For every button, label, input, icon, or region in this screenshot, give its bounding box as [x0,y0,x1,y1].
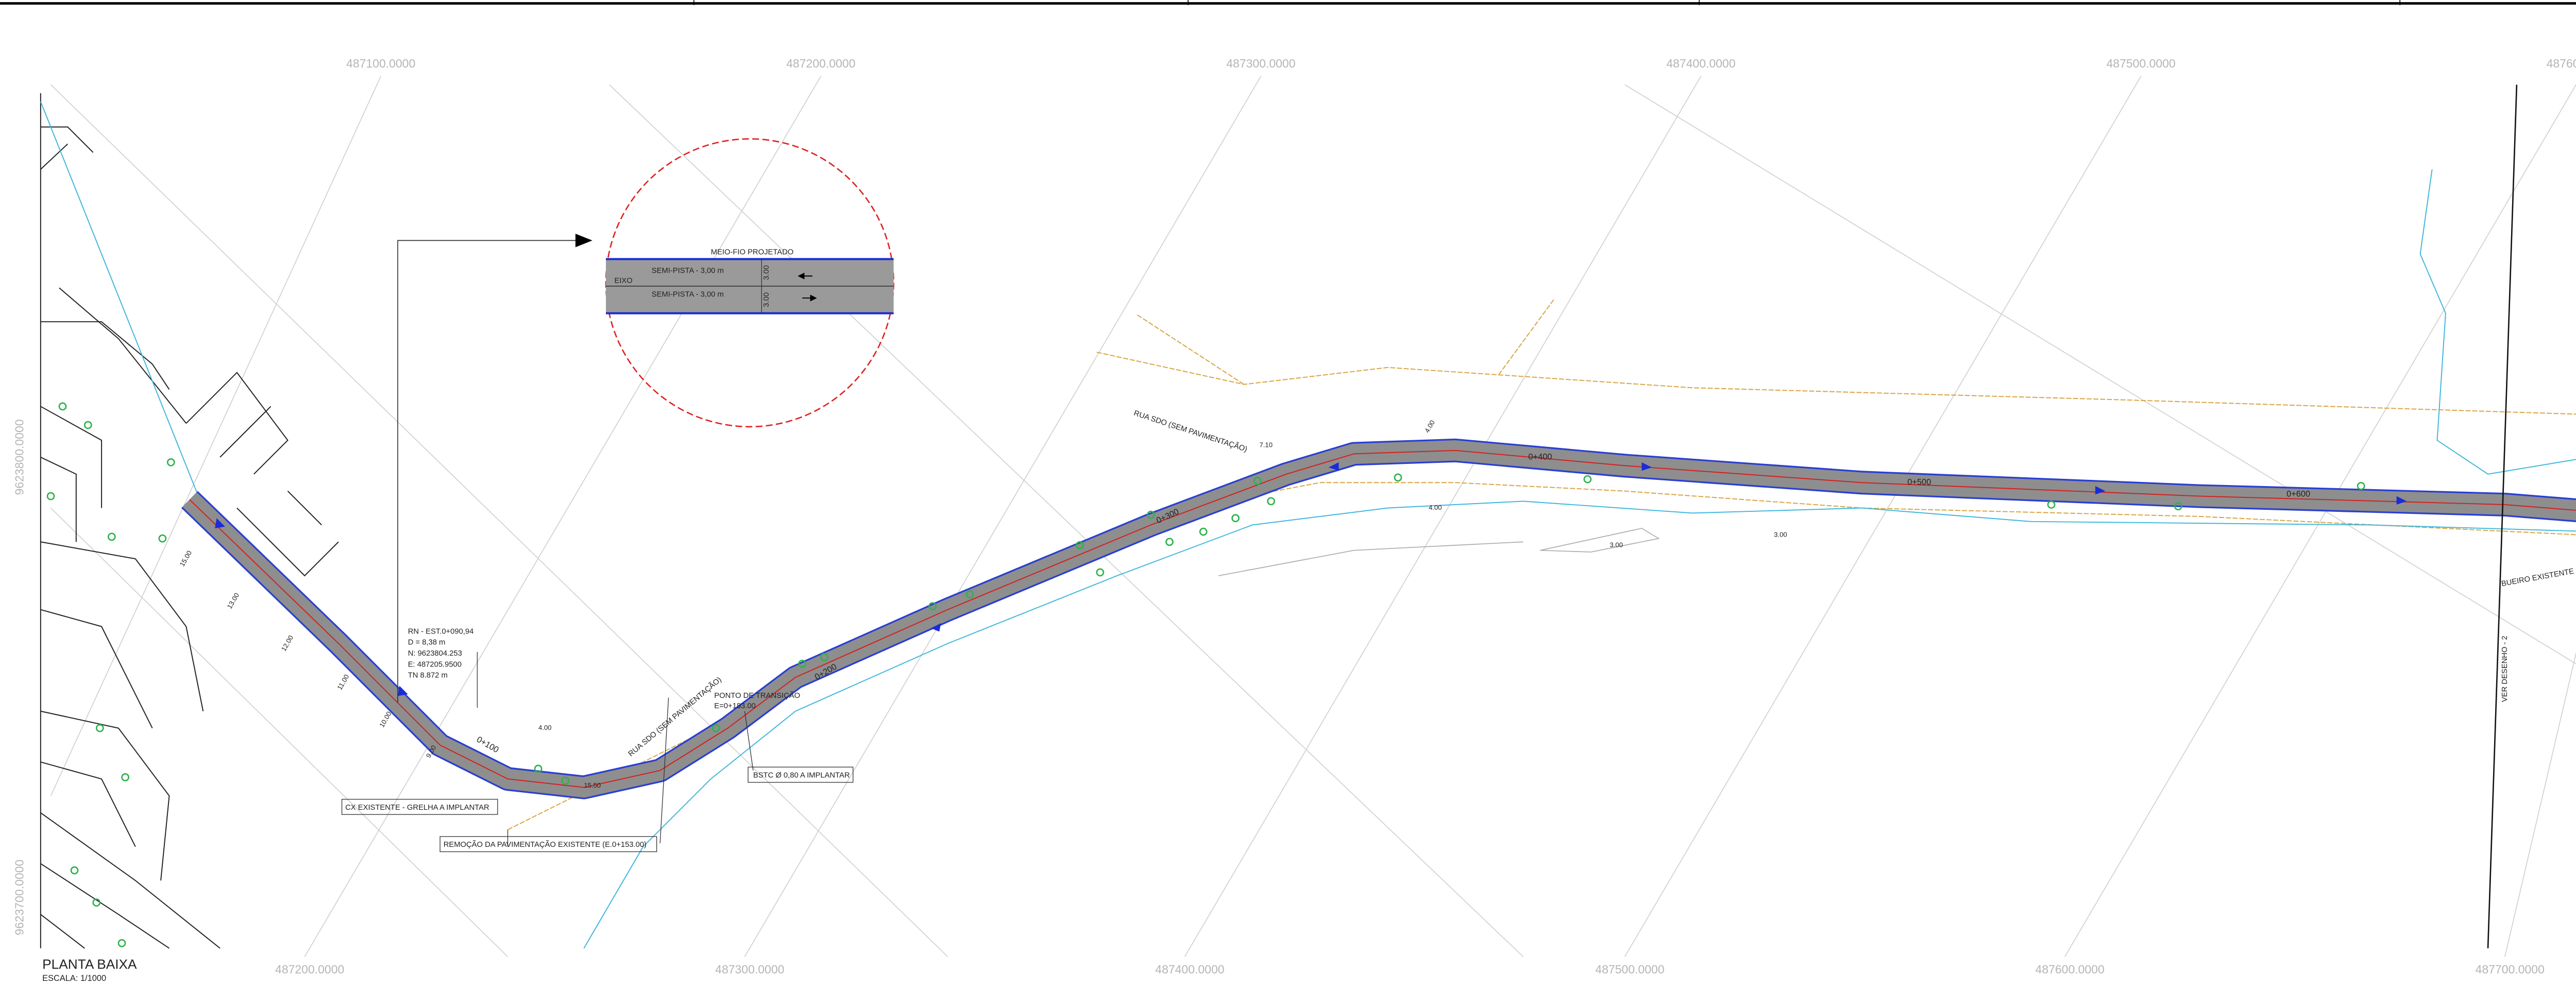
coordinate-grid [50,76,2576,957]
removal-label: REMOÇÃO DA PAVIMENTAÇÃO EXISTENTE (E.0+1… [444,840,647,849]
grid-coordinate: 487400.0000 [1155,962,1224,976]
grid-coordinate: 487400.0000 [1666,57,1735,70]
dimension-label: 3.00 [1774,531,1787,539]
detail-label: MEIO-FIO PROJETADO [711,248,794,256]
grid-coordinate: 487200.0000 [275,962,344,976]
drawing-title: PLANTA BAIXA [42,956,137,972]
benchmark-label: RN - EST.0+090,94 [408,627,474,636]
grid-coordinate: 487300.0000 [1226,57,1295,70]
trees [46,402,2365,947]
grid-coordinate: 487500.0000 [1595,962,1664,976]
terrain-lines [1218,528,1660,576]
typical-section-detail [605,138,894,428]
grid-coordinate: 9623800.0000 [12,419,26,495]
grid-coordinate: 487600.0000 [2036,962,2105,976]
dimension-label: 4.00 [538,724,552,731]
leader-line [397,240,584,703]
street-label: RUA SDO (SEM PAVIMENTAÇÃO) [1133,409,1249,454]
detail-label: EIXO [614,277,632,285]
match-line-label: VER DESENHO - 2 [2501,636,2509,702]
existing-buildings [40,93,339,949]
detail-dimension: 3.00 [762,265,771,280]
north-arrow [2569,98,2576,173]
flow-arrows [215,462,2407,696]
match-line [2487,85,2518,948]
culvert-label: BSTC Ø 0,80 A IMPLANTAR [753,771,850,779]
detail-dimension: 3.00 [762,292,771,307]
benchmark-label: E: 487205.9500 [408,660,462,669]
fence-line [507,482,2576,830]
dimension-label: 13.00 [226,592,241,610]
station-label: 0+400 [1528,452,1552,461]
station-label: 0+600 [2286,490,2310,499]
dimension-label: 11.00 [336,673,351,691]
benchmark-label: N: 9623804.253 [408,649,462,658]
dimension-label: 15.50 [584,781,601,789]
grid-coordinate: 487200.0000 [786,57,855,70]
dimension-label: 4.00 [1429,504,1442,511]
detail-label: SEMI-PISTA - 3,00 m [652,267,724,275]
transition-label: PONTO DE TRANSIÇÃO [714,691,800,700]
detail-arrows [798,272,817,302]
dimension-label: 15.00 [178,549,193,568]
dimension-label: 4.00 [1423,419,1436,435]
water-courses [40,101,2576,949]
label-box [439,836,657,853]
dimension-label: 12.00 [280,634,295,653]
grid-coordinate: 9623700.0000 [12,860,26,936]
fence-line [1137,299,1554,385]
dimension-label: 3.00 [1609,541,1623,548]
station-label: 0+500 [1907,478,1931,487]
benchmark-label: TN 8.872 m [408,672,448,680]
fence-line [1096,352,2576,415]
leader-line [477,652,754,847]
benchmark-label: D = 8,38 m [408,639,446,647]
grid-coordinate: 487500.0000 [2107,57,2176,70]
transition-label: E=0+183.00 [714,702,755,710]
road [181,438,2576,799]
grid-coordinate: 487700.0000 [2476,962,2545,976]
grid-coordinate: 487100.0000 [346,57,415,70]
dimension-label: 10.00 [378,710,393,729]
culvert-label: BUEIRO EXISTENTE - A MANTER [2501,559,2576,588]
grid-coordinate: 487600.0000 [2547,57,2576,70]
dimension-label: 7.10 [1259,441,1273,448]
detail-label: SEMI-PISTA - 3,00 m [652,291,724,299]
label-box [748,766,854,783]
drainage-box-label: CX EXISTENTE - GRELHA A IMPLANTAR [345,804,489,812]
road-axis [189,449,2576,788]
frame-ticks [693,0,2401,5]
leader-arrow [575,234,592,247]
label-box [341,798,498,815]
drawing-scale: ESCALA: 1/1000 [42,974,106,983]
grid-coordinate: 487300.0000 [715,962,784,976]
